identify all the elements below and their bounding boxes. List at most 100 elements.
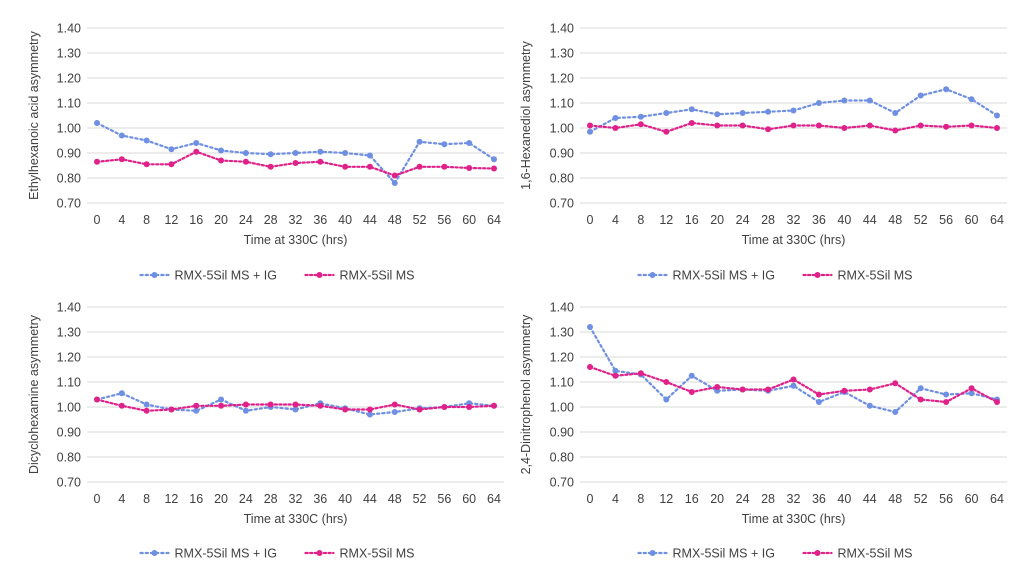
data-point	[391, 180, 398, 186]
data-point	[416, 138, 423, 145]
x-tick-label: 64	[990, 213, 1004, 227]
series-line-1	[588, 325, 999, 414]
x-tick-label: 16	[685, 492, 699, 506]
x-tick-label: 32	[787, 213, 801, 227]
x-tick-label: 4	[118, 213, 125, 227]
data-point	[342, 150, 349, 156]
legend-swatch-marker	[649, 550, 656, 556]
data-point	[688, 120, 695, 126]
data-point	[366, 411, 373, 418]
data-point	[739, 386, 746, 393]
x-tick-label: 16	[685, 213, 699, 227]
data-point	[143, 407, 150, 414]
data-point	[292, 401, 299, 408]
x-tick-label: 48	[888, 213, 902, 227]
x-tick-label: 20	[710, 492, 724, 506]
data-point	[218, 396, 225, 403]
x-axis-title: Time at 330C (hrs)	[742, 512, 846, 526]
data-point	[841, 125, 848, 131]
data-point	[292, 160, 299, 166]
x-tick-label: 12	[659, 492, 673, 506]
x-tick-label: 8	[637, 213, 644, 227]
data-point	[267, 163, 274, 170]
data-point	[193, 148, 200, 155]
legend: RMX-5Sil MS + IG RMX-5Sil MS	[637, 547, 913, 561]
data-point	[193, 407, 200, 414]
data-point	[193, 140, 200, 146]
x-tick-label: 20	[710, 213, 724, 227]
y-tick-label: 1.30	[57, 47, 81, 61]
x-tick-label: 24	[736, 213, 750, 227]
y-tick-label: 0.90	[550, 147, 574, 161]
data-point	[917, 92, 924, 99]
x-tick-label: 52	[914, 492, 928, 506]
data-point	[968, 385, 975, 392]
x-tick-label: 20	[214, 213, 228, 227]
x-tick-label: 60	[462, 492, 476, 506]
data-point	[441, 141, 448, 148]
data-point	[892, 127, 899, 134]
x-tick-label: 44	[363, 213, 377, 227]
x-tick-label: 16	[189, 213, 203, 227]
y-tick-label: 0.80	[57, 172, 81, 186]
x-tick-label: 44	[863, 213, 877, 227]
data-point	[143, 137, 150, 144]
y-axis-title: Ethylhexanoic acid asymmetry	[27, 30, 41, 200]
data-point	[739, 122, 746, 129]
y-axis-title: Dicyclohexamine asymmetry	[27, 314, 41, 474]
legend-label: RMX-5Sil MS	[838, 547, 913, 561]
x-tick-label: 56	[437, 492, 451, 506]
x-tick-label: 40	[338, 213, 352, 227]
x-tick-label: 16	[189, 492, 203, 506]
y-tick-label: 0.90	[550, 426, 574, 440]
data-point	[366, 406, 373, 413]
y-tick-label: 0.80	[550, 172, 574, 186]
data-point	[714, 384, 721, 390]
x-tick-label: 12	[659, 213, 673, 227]
x-tick-label: 0	[94, 213, 101, 227]
chart-panel-2: 0.700.800.901.001.101.201.301.400 4 8 12 16 2…	[519, 22, 1007, 283]
x-tick-label: 20	[214, 492, 228, 506]
data-point	[366, 152, 373, 159]
y-tick-label: 1.40	[57, 301, 81, 315]
y-tick-label: 1.00	[550, 401, 574, 415]
data-point	[815, 100, 822, 106]
data-point	[968, 390, 975, 397]
y-tick-label: 0.70	[57, 476, 81, 490]
y-tick-label: 1.00	[57, 401, 81, 415]
data-point	[943, 399, 950, 405]
data-point	[118, 402, 125, 409]
data-point	[491, 165, 497, 172]
x-tick-label: 24	[736, 492, 750, 506]
data-point	[866, 97, 873, 104]
y-tick-label: 1.40	[550, 301, 574, 315]
legend-swatch-marker	[649, 272, 656, 278]
y-tick-label: 0.70	[57, 197, 81, 211]
x-tick-label: 40	[837, 213, 851, 227]
x-tick-label: 28	[264, 492, 278, 506]
data-point	[416, 406, 423, 413]
y-tick-label: 1.20	[550, 351, 574, 365]
data-point	[94, 158, 100, 165]
data-point	[637, 370, 644, 377]
legend-swatch-marker	[151, 272, 158, 278]
data-point	[218, 157, 225, 164]
x-tick-label: 56	[437, 213, 451, 227]
x-tick-label: 36	[313, 213, 327, 227]
data-point	[790, 376, 797, 383]
y-tick-label: 1.10	[550, 376, 574, 390]
data-point	[391, 401, 398, 408]
chart-panel-1: 0.700.800.901.001.101.201.301.400 4 8 12 16 2…	[27, 22, 504, 283]
x-tick-label: 4	[612, 492, 619, 506]
data-point	[739, 110, 746, 116]
y-tick-label: 1.10	[550, 97, 574, 111]
data-point	[688, 389, 695, 395]
data-point	[168, 406, 175, 413]
legend-label: RMX-5Sil MS + IG	[175, 269, 277, 283]
data-point	[714, 111, 721, 118]
data-point	[466, 140, 473, 146]
data-point	[391, 409, 398, 415]
x-tick-label: 0	[94, 492, 101, 506]
data-point	[765, 108, 772, 115]
x-tick-label: 64	[487, 492, 501, 506]
